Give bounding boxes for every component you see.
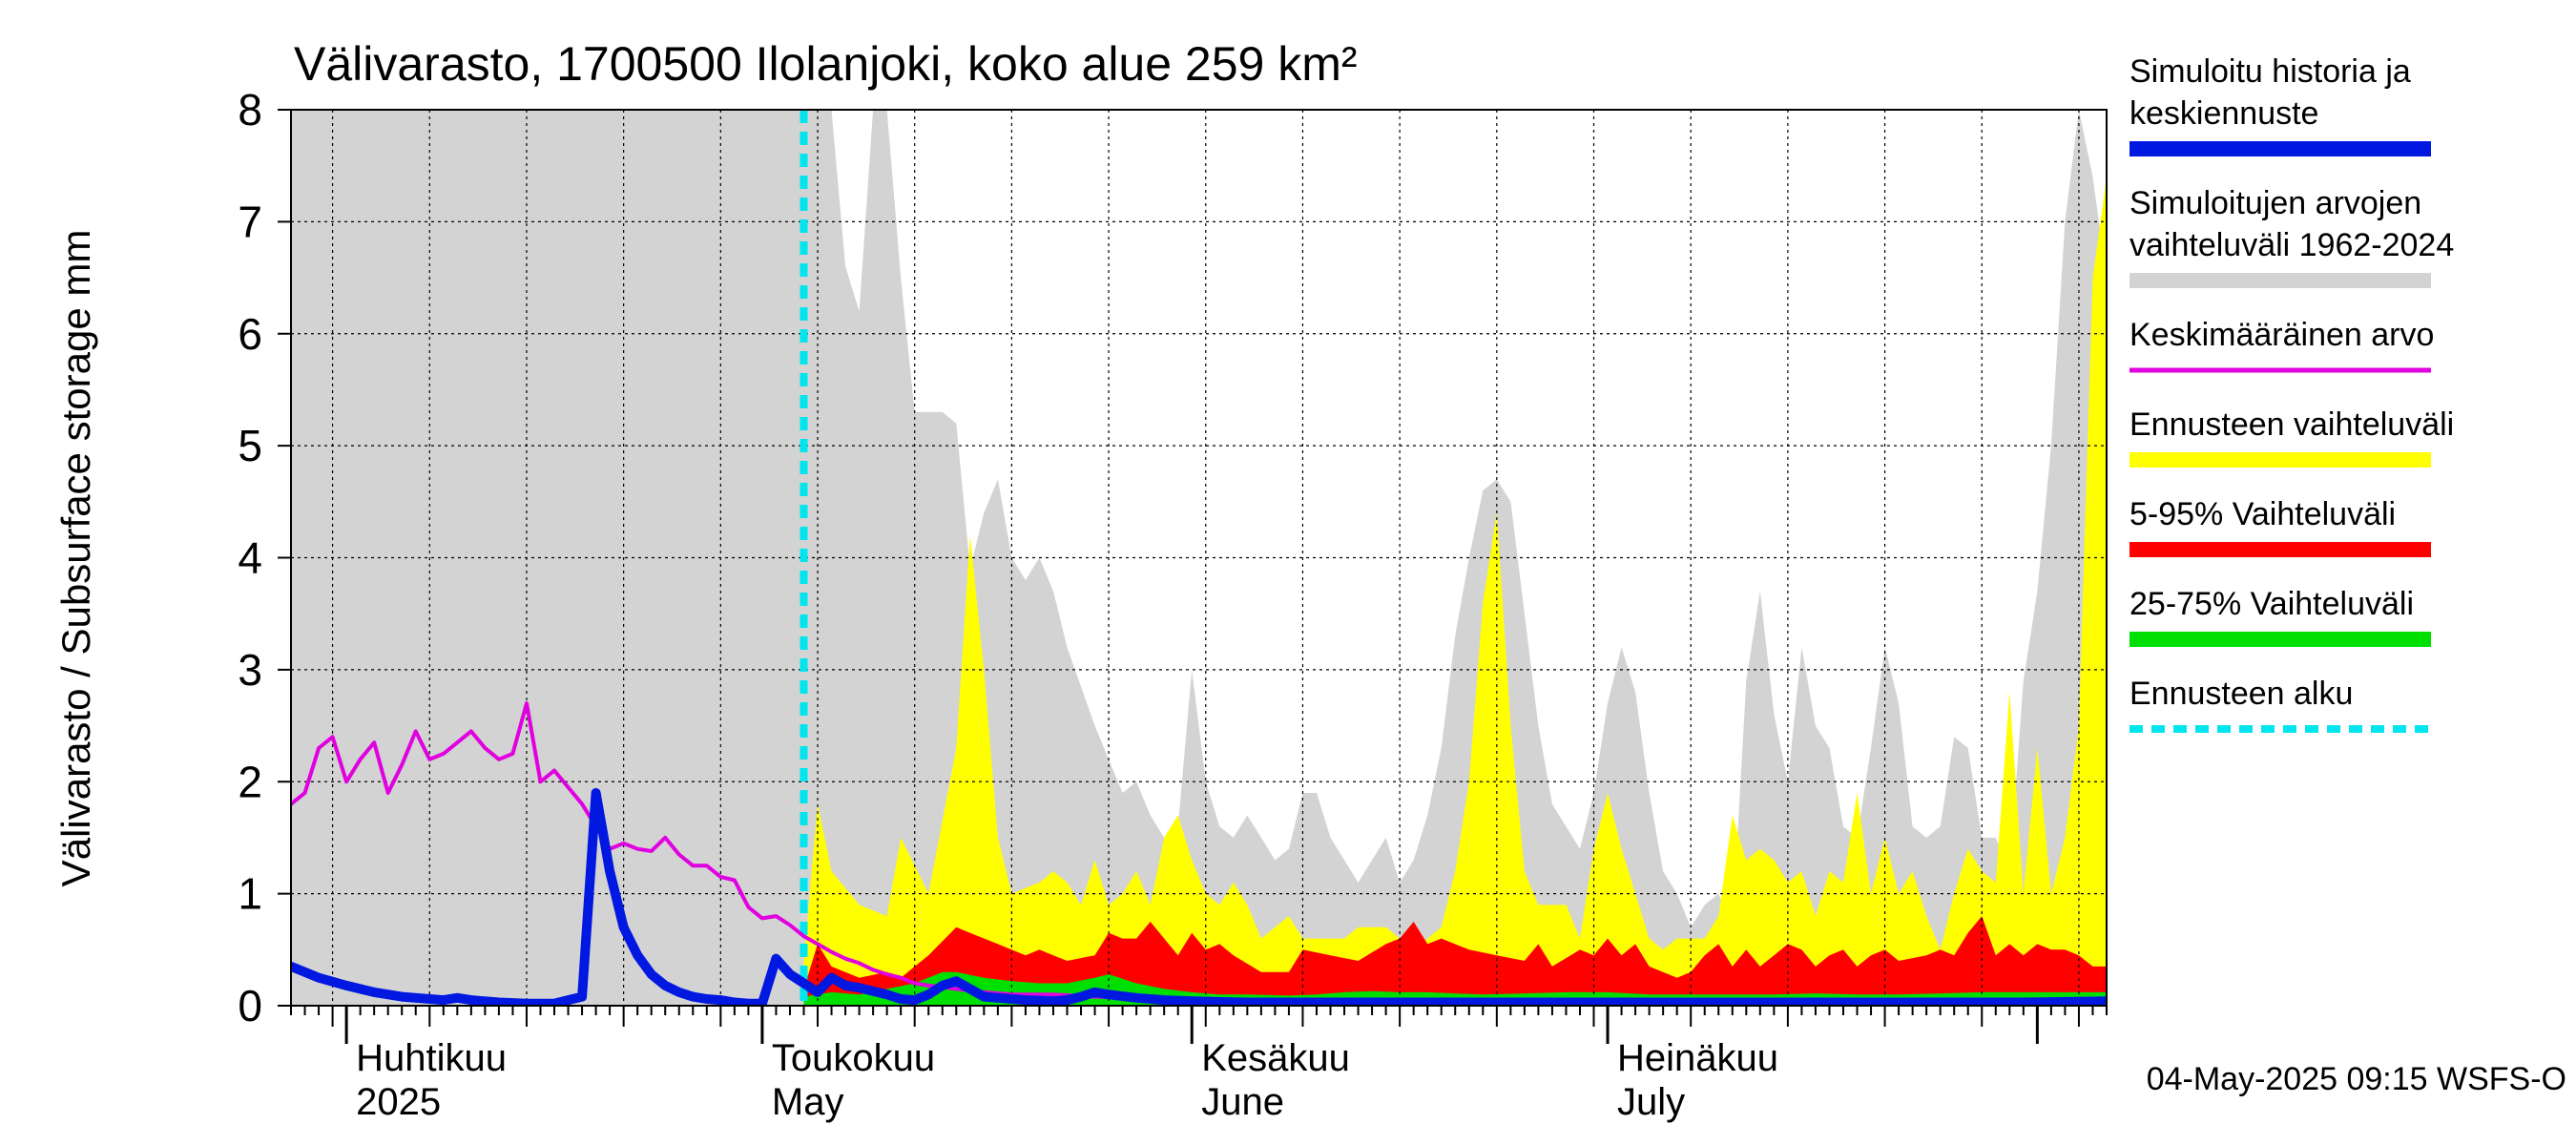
month-label: Toukokuu <box>772 1037 935 1079</box>
simulated-median-line <box>291 788 2107 1006</box>
chart-title: Välivarasto, 1700500 Ilolanjoki, koko al… <box>294 37 1358 91</box>
y-axis-label: Välivarasto / Subsurface storage mm <box>53 230 98 887</box>
median-line <box>291 788 2107 1006</box>
y-tick-label: 2 <box>238 757 262 806</box>
legend-label: 5-95% Vaihteluväli <box>2129 496 2396 532</box>
legend-label: Ennusteen alku <box>2129 676 2353 712</box>
y-tick-label: 7 <box>238 197 262 246</box>
legend-label: Simuloitujen arvojen <box>2129 185 2421 221</box>
simulated-range-band <box>734 110 2107 1006</box>
legend: Simuloitu historia ja keskiennuste Simuloi… <box>2129 53 2454 733</box>
legend-label: Keskimääräinen arvo <box>2129 317 2434 353</box>
y-tick-label: 0 <box>238 981 262 1030</box>
forecast-range-area <box>803 177 2107 1006</box>
y-tick-label: 4 <box>238 533 262 583</box>
y-tick-label: 8 <box>238 85 262 135</box>
y-tick-label: 3 <box>238 645 262 695</box>
forecast-range-band <box>803 177 2107 1006</box>
legend-label: Simuloitu historia ja <box>2129 53 2411 90</box>
y-tick-label: 6 <box>238 309 262 359</box>
legend-label: Ennusteen vaihteluväli <box>2129 406 2454 443</box>
month-label: Heinäkuu <box>1617 1037 1778 1079</box>
y-tick-label: 5 <box>238 421 262 470</box>
month-label: Huhtikuu <box>356 1037 507 1079</box>
month-sublabel: May <box>772 1081 844 1123</box>
y-axis: 0 1 2 3 4 5 6 7 8 <box>238 85 291 1030</box>
plot-area <box>291 110 2107 1006</box>
month-sublabel: July <box>1617 1081 1685 1123</box>
month-label: Kesäkuu <box>1201 1037 1350 1079</box>
grid <box>291 110 2107 1006</box>
simulated-range-area <box>734 110 2107 1006</box>
legend-label: 25-75% Vaihteluväli <box>2129 586 2414 622</box>
month-sublabel: June <box>1201 1081 1284 1123</box>
legend-label: keskiennuste <box>2129 95 2318 132</box>
legend-label: vaihteluväli 1962-2024 <box>2129 227 2454 263</box>
y-tick-label: 1 <box>238 869 262 919</box>
month-sublabel: 2025 <box>356 1081 441 1123</box>
footer-timestamp: 04-May-2025 09:15 WSFS-O <box>2147 1061 2566 1097</box>
